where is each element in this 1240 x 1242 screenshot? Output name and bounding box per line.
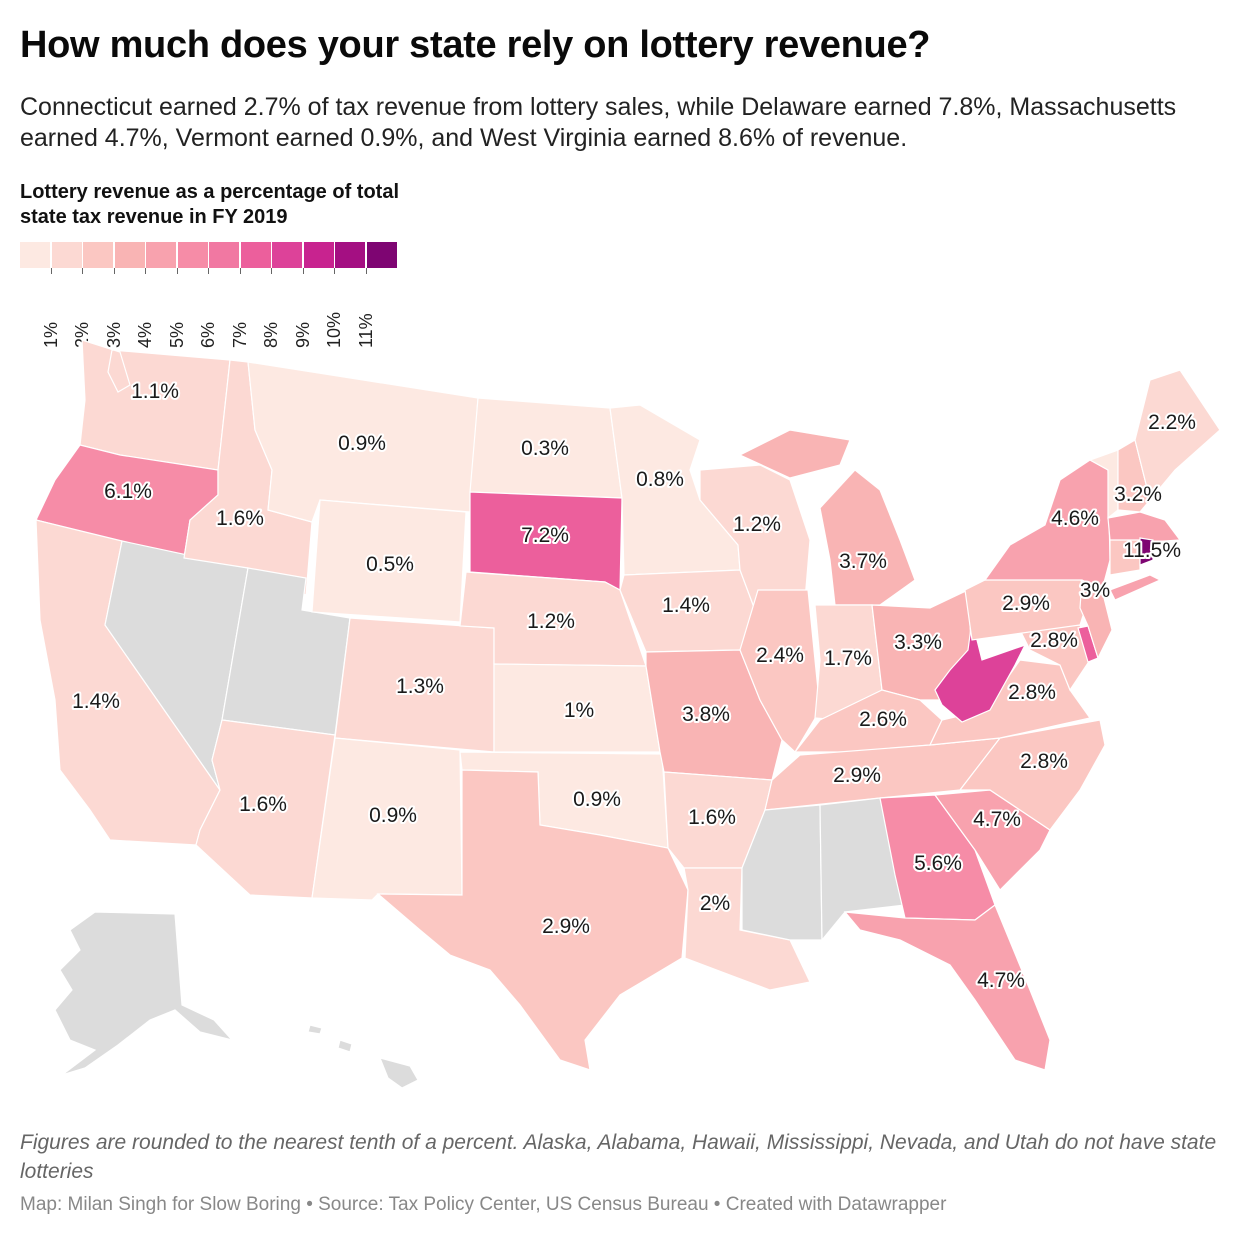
footnote: Figures are rounded to the nearest tenth… <box>20 1131 1217 1183</box>
label-new-mexico: 0.9% <box>369 804 417 827</box>
label-virginia: 2.8% <box>1008 681 1056 704</box>
legend-tick-mark <box>145 268 146 274</box>
label-tennessee: 2.9% <box>833 764 881 787</box>
label-maine: 2.2% <box>1148 411 1196 434</box>
label-wisconsin: 1.2% <box>733 513 781 536</box>
label-missouri: 3.8% <box>682 703 730 726</box>
state-massachusetts[interactable] <box>1107 511 1182 543</box>
state-vermont[interactable] <box>1088 449 1119 520</box>
color-legend: 1% 2% 3% 4% 5% 6% 7% 8% 9% 10% 11% <box>20 242 420 348</box>
label-illinois: 2.4% <box>756 644 804 667</box>
legend-swatch <box>51 242 82 268</box>
label-california: 1.4% <box>72 690 120 713</box>
credits-line: Map: Milan Singh for Slow Boring • Sourc… <box>20 1194 947 1215</box>
label-iowa: 1.4% <box>662 594 710 617</box>
state-alaska[interactable] <box>54 911 234 1076</box>
legend-tick-mark <box>334 268 335 274</box>
map-title: How much does your state rely on lottery… <box>20 24 931 66</box>
legend-swatch <box>366 242 397 268</box>
label-south-carolina: 4.7% <box>973 808 1021 831</box>
state-texas[interactable] <box>376 769 689 1071</box>
legend-swatch <box>335 242 365 268</box>
label-kansas: 1% <box>564 699 594 722</box>
legend-tick-mark <box>176 268 178 274</box>
label-wyoming: 0.5% <box>366 553 414 576</box>
label-nebraska: 1.2% <box>527 610 575 633</box>
label-indiana: 1.7% <box>824 647 872 670</box>
legend-swatch <box>146 242 176 268</box>
state-maine[interactable] <box>1134 369 1221 502</box>
legend-swatch <box>303 242 334 268</box>
label-north-carolina: 2.8% <box>1020 750 1068 773</box>
label-ohio: 3.3% <box>894 631 942 654</box>
label-pennsylvania: 2.9% <box>1002 592 1050 615</box>
state-illinois[interactable] <box>739 589 821 753</box>
label-montana: 0.9% <box>338 432 386 455</box>
legend-tick-mark <box>365 268 367 274</box>
state-louisiana[interactable] <box>683 867 811 991</box>
label-maryland: 2.8% <box>1030 629 1078 652</box>
label-oregon: 6.1% <box>104 480 152 503</box>
legend-swatch <box>240 242 271 268</box>
map-subtitle: Connecticut earned 2.7% of tax revenue f… <box>20 93 1177 152</box>
label-florida: 4.7% <box>977 969 1025 992</box>
label-new-hampshire: 3.2% <box>1114 483 1162 506</box>
legend-swatch <box>83 242 113 268</box>
legend-swatch <box>20 242 50 268</box>
legend-tick-mark <box>302 268 304 274</box>
us-state-map: 1.1% 6.1% 1.4% 1.6% 0.9% 0.5% 1.3% 1.6% … <box>0 320 1240 1110</box>
label-arizona: 1.6% <box>239 793 287 816</box>
label-michigan: 3.7% <box>839 550 887 573</box>
label-oklahoma: 0.9% <box>573 788 621 811</box>
legend-swatch <box>272 242 302 268</box>
state-north-carolina[interactable] <box>958 719 1106 831</box>
label-texas: 2.9% <box>542 915 590 938</box>
state-alabama[interactable] <box>819 797 906 942</box>
legend-tick-mark <box>271 268 272 274</box>
state-florida[interactable] <box>843 904 1051 1071</box>
label-new-york: 4.6% <box>1051 507 1099 530</box>
label-kentucky: 2.6% <box>859 708 907 731</box>
state-west-virginia[interactable] <box>934 619 1027 723</box>
legend-title: Lottery revenue as a percentage of total… <box>20 181 400 228</box>
label-rhode-island: 11.5% <box>1123 539 1181 562</box>
legend-swatch <box>209 242 239 268</box>
legend-tick-mark <box>239 268 241 274</box>
legend-tick-mark <box>208 268 209 274</box>
label-washington: 1.1% <box>131 380 179 403</box>
legend-swatch <box>177 242 208 268</box>
legend-ticks: 1% 2% 3% 4% 5% 6% 7% 8% 9% 10% 11% <box>20 268 420 348</box>
label-colorado: 1.3% <box>396 675 444 698</box>
label-georgia: 5.6% <box>914 852 962 875</box>
label-new-jersey: 3% <box>1080 579 1110 602</box>
legend-tick-mark <box>50 268 52 274</box>
state-hawaii[interactable] <box>307 1024 419 1089</box>
state-michigan[interactable] <box>738 429 916 606</box>
state-rhode-island[interactable] <box>1139 537 1154 566</box>
label-arkansas: 1.6% <box>688 806 736 829</box>
legend-swatch <box>114 242 145 268</box>
state-washington[interactable] <box>79 339 231 471</box>
legend-tick-mark <box>82 268 83 274</box>
label-idaho: 1.6% <box>216 507 264 530</box>
legend-swatches <box>20 242 420 268</box>
label-south-dakota: 7.2% <box>521 524 569 547</box>
state-connecticut[interactable] <box>1109 539 1141 576</box>
label-louisiana: 2% <box>700 892 730 915</box>
legend-tick-mark <box>113 268 115 274</box>
label-north-dakota: 0.3% <box>521 437 569 460</box>
label-minnesota: 0.8% <box>636 468 684 491</box>
state-new-hampshire[interactable] <box>1117 439 1151 513</box>
